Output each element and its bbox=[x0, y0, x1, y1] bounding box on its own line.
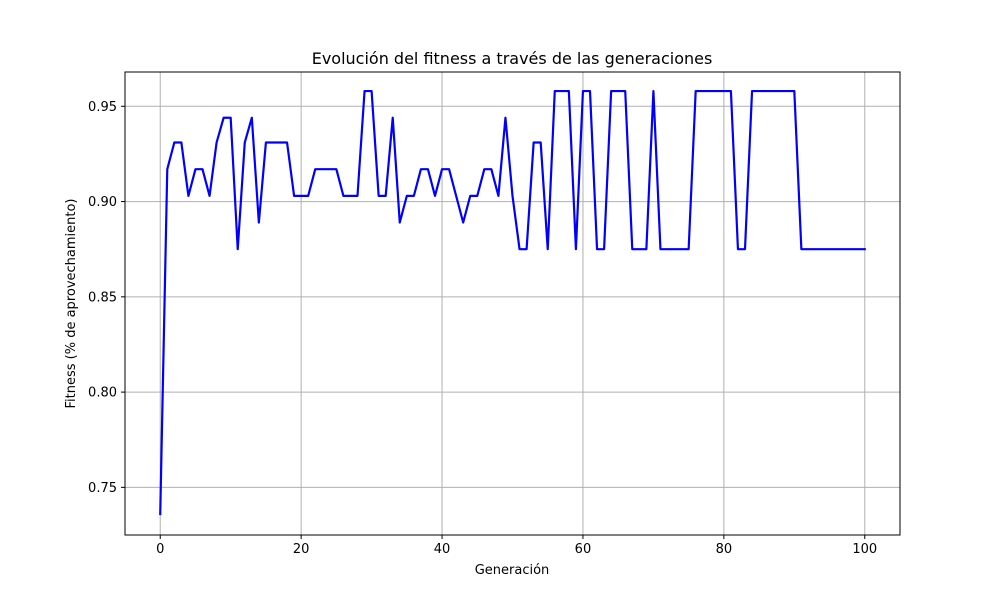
chart-title: Evolución del fitness a través de las ge… bbox=[312, 49, 713, 68]
series-layer bbox=[159, 89, 866, 516]
x-tick-label: 0 bbox=[156, 542, 164, 557]
x-axis: 0 20 40 60 80 100 bbox=[156, 535, 877, 557]
plot-frame bbox=[124, 71, 901, 536]
y-axis-label: Fitness (% de aprovechamiento) bbox=[64, 198, 79, 408]
y-tick-label: 0.80 bbox=[88, 386, 117, 401]
x-tick-label: 20 bbox=[293, 542, 310, 557]
y-tick-label: 0.75 bbox=[88, 481, 117, 496]
y-tick-label: 0.85 bbox=[88, 290, 117, 305]
fitness-line bbox=[159, 89, 866, 516]
x-axis-label: Generación bbox=[475, 563, 550, 578]
y-tick-label: 0.95 bbox=[88, 100, 117, 115]
grid bbox=[125, 72, 900, 535]
x-tick-label: 60 bbox=[575, 542, 592, 557]
x-tick-label: 100 bbox=[852, 542, 877, 557]
y-axis: 0.75 0.80 0.85 0.90 0.95 bbox=[88, 100, 125, 496]
y-tick-label: 0.90 bbox=[88, 195, 117, 210]
x-tick-label: 40 bbox=[434, 542, 451, 557]
x-tick-label: 80 bbox=[716, 542, 733, 557]
